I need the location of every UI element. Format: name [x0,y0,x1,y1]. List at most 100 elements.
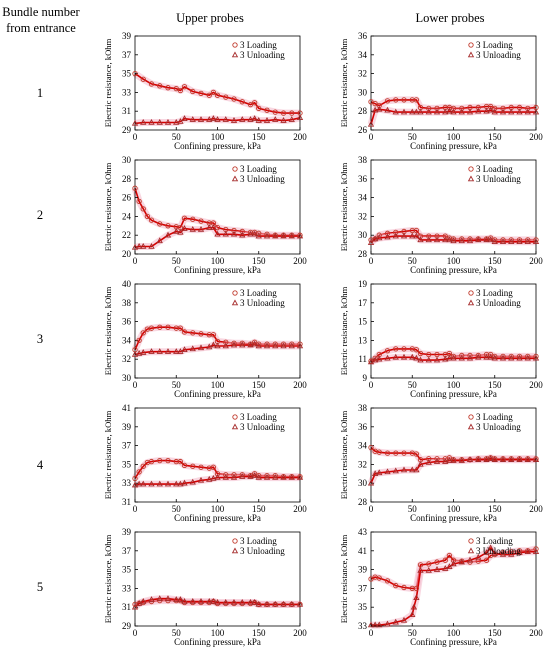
unloading-point [450,560,457,567]
unloading-point [458,108,465,115]
loading-point [434,559,440,565]
unloading-point [392,108,399,115]
unloading-point [140,349,147,355]
legend-loading-marker [468,166,474,172]
unloading-point [247,598,254,605]
unloading-point [156,480,163,487]
legend-loading-marker [232,166,238,172]
unloading-point [288,232,295,239]
loading-point [198,90,204,96]
legend-loading-marker [232,42,238,48]
loading-point [280,341,287,347]
legend-unloading-marker [231,175,239,182]
unloading-point [131,243,139,250]
x-tick-label: 0 [133,628,138,638]
y-tick-label: 34 [358,193,368,203]
y-tick-label: 22 [122,230,131,240]
y-tick-label: 33 [122,583,132,593]
chart-row5-upper: 0 50 100 150 200 29 31 33 35 37 39 Confining pressu… [103,527,307,647]
unloading-point [413,354,420,361]
unloading-point [214,230,221,237]
loading-point [384,230,391,236]
legend-loading-label: 3 Loading [476,164,513,174]
unloading-point [197,598,205,604]
legend-unloading-marker [231,547,239,554]
unloading-point [280,342,287,349]
unloading-point [367,239,375,245]
x-tick-label: 200 [529,132,543,142]
unloading-point [409,611,416,617]
unloading-point [516,108,523,115]
unloading-point [487,236,494,243]
loading-point [376,575,382,581]
loading-point [413,585,420,592]
unloading-point [499,551,507,557]
unloading-point [135,599,143,606]
loading-point [442,557,448,563]
unloading-point [197,226,205,232]
unloading-point [410,603,418,610]
legend-loading-marker [232,414,238,420]
loading-point [434,233,440,239]
loading-point [190,216,196,222]
x-tick-label: 0 [369,504,374,514]
x-tick-label: 50 [172,256,182,266]
x-tick-label: 0 [369,256,374,266]
unloading-point [433,108,441,115]
unloading-point [140,242,147,249]
unloading-point [230,598,238,605]
loading-point [231,340,237,346]
loading-point [372,101,378,107]
unloading-point [280,474,287,480]
unloading-point [508,354,515,361]
unloading-point [181,115,188,121]
loading-point [132,475,138,482]
unloading-point [508,238,515,245]
loading-point [500,353,506,360]
x-tick-label: 0 [369,628,374,638]
unloading-point [173,227,180,234]
row-label-3: 3 [36,332,44,346]
y-tick-label: 20 [122,249,132,259]
loading-point [500,105,506,112]
y-tick-label: 9 [363,373,368,383]
series-line [370,99,537,110]
y-tick-label: 29 [122,621,132,631]
legend-loading-label: 3 Loading [240,40,277,50]
unloading-point [263,342,271,349]
y-tick-label: 28 [358,249,368,259]
x-axis-label: Confining pressure, kPa [410,141,497,151]
y-tick-label: 32 [122,354,131,364]
y-tick-label: 31 [122,602,131,612]
unloading-point [516,238,523,245]
unloading-point [148,242,155,249]
unloading-point [156,595,163,601]
unloading-point [413,232,420,239]
loading-point [393,582,399,589]
legend-loading-label: 3 Loading [240,536,277,546]
loading-point [148,217,155,223]
unloading-point [189,116,196,122]
unloading-point [516,456,523,462]
unloading-point [239,473,246,479]
y-tick-label: 36 [358,31,368,41]
loading-point [434,456,440,462]
unloading-point [189,226,196,232]
row-label-2: 2 [36,208,44,222]
unloading-point [524,548,531,554]
y-tick-label: 39 [122,422,132,432]
loading-point [516,548,523,554]
unloading-point [442,565,449,571]
legend-unloading-label: 3 Unloading [476,546,521,556]
unloading-point [442,458,449,464]
x-tick-label: 200 [529,504,543,514]
unloading-point [499,108,507,115]
chart-row4-lower: 0 50 100 150 200 28 30 32 34 36 38 Confining pressu… [339,403,543,523]
loading-point [483,557,490,563]
unloading-point [400,616,408,623]
unloading-point [214,342,221,349]
unloading-point [156,348,163,354]
unloading-point [446,236,453,243]
loading-point [136,469,142,475]
loading-point [492,353,498,360]
